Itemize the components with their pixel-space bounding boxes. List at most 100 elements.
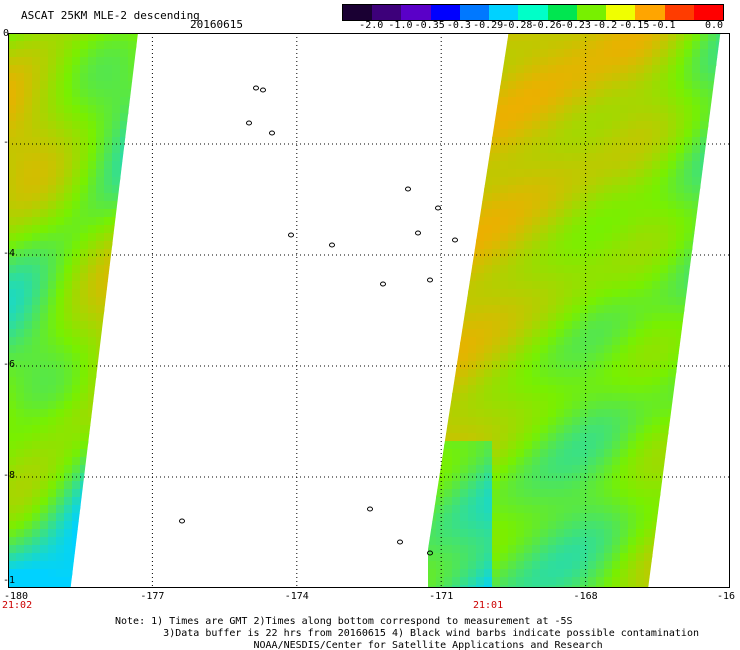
data-cell [636,281,645,290]
data-cell [436,97,445,106]
data-cell [708,337,717,346]
data-cell [120,257,129,266]
data-cell [556,249,565,258]
data-cell [604,489,613,498]
data-cell [620,297,629,306]
data-cell [48,393,57,402]
data-cell [604,505,613,514]
data-cell [436,441,445,450]
data-cell [604,177,613,186]
data-cell [532,81,541,90]
data-cell [676,345,685,354]
data-cell [716,265,721,274]
data-cell [604,57,613,66]
data-cell [652,105,661,114]
data-cell [88,105,97,114]
data-cell [612,177,621,186]
data-cell [428,297,437,306]
data-cell [48,401,57,410]
data-cell [620,153,629,162]
data-cell [476,281,485,290]
data-cell [80,49,89,58]
data-cell [72,49,81,58]
data-cell [644,97,653,106]
data-cell [516,41,525,50]
data-cell [436,385,445,394]
data-cell [152,201,161,210]
data-cell [564,345,573,354]
data-cell [72,521,81,530]
data-cell [40,425,49,434]
data-cell [604,369,613,378]
data-cell [668,521,677,530]
data-cell [452,209,461,218]
data-cell [452,361,461,370]
data-cell [56,385,65,394]
data-cell [152,169,161,178]
data-cell [128,489,137,498]
data-cell [32,329,41,338]
data-cell [128,513,137,522]
data-cell [684,521,693,530]
data-cell [192,273,201,282]
data-cell [596,289,605,298]
data-cell [176,217,185,226]
data-cell [428,321,437,330]
data-cell [652,145,661,154]
data-cell [128,97,137,106]
data-cell [612,73,621,82]
data-cell [660,185,669,194]
data-cell [484,401,493,410]
data-cell [588,105,597,114]
data-cell [628,585,637,588]
data-cell [80,89,89,98]
data-cell [40,385,49,394]
data-cell [144,209,153,218]
data-cell [556,241,565,250]
data-cell [676,185,685,194]
data-cell [192,569,201,578]
data-cell [48,345,57,354]
data-cell [128,313,137,322]
data-cell [444,161,453,170]
data-cell [436,65,445,74]
data-cell [596,89,605,98]
data-cell [436,409,445,418]
data-cell [484,361,493,370]
data-cell [596,225,605,234]
data-cell [56,305,65,314]
data-cell [652,97,661,106]
data-cell [492,489,501,498]
data-cell [64,465,73,474]
data-cell [56,273,65,282]
data-cell [684,113,693,122]
data-cell [24,249,33,258]
data-cell [48,161,57,170]
data-cell [136,177,138,186]
data-cell [564,233,573,242]
data-cell [516,273,525,282]
data-cell [516,49,525,58]
data-cell [532,433,541,442]
data-cell [468,113,477,122]
data-cell [620,361,629,370]
data-cell [112,513,121,522]
data-cell [444,97,453,106]
data-cell [168,441,177,450]
data-cell [192,545,201,554]
data-cell [684,225,693,234]
data-cell [692,457,701,466]
data-cell [136,337,138,346]
data-cell [684,153,693,162]
data-cell [8,153,17,162]
data-cell [508,265,517,274]
data-cell [468,545,477,554]
data-cell [168,377,177,386]
data-cell [56,249,65,258]
data-cell [628,305,637,314]
data-cell [572,321,581,330]
data-cell [184,185,193,194]
data-cell [476,521,485,530]
data-cell [596,385,605,394]
data-cell [676,457,685,466]
